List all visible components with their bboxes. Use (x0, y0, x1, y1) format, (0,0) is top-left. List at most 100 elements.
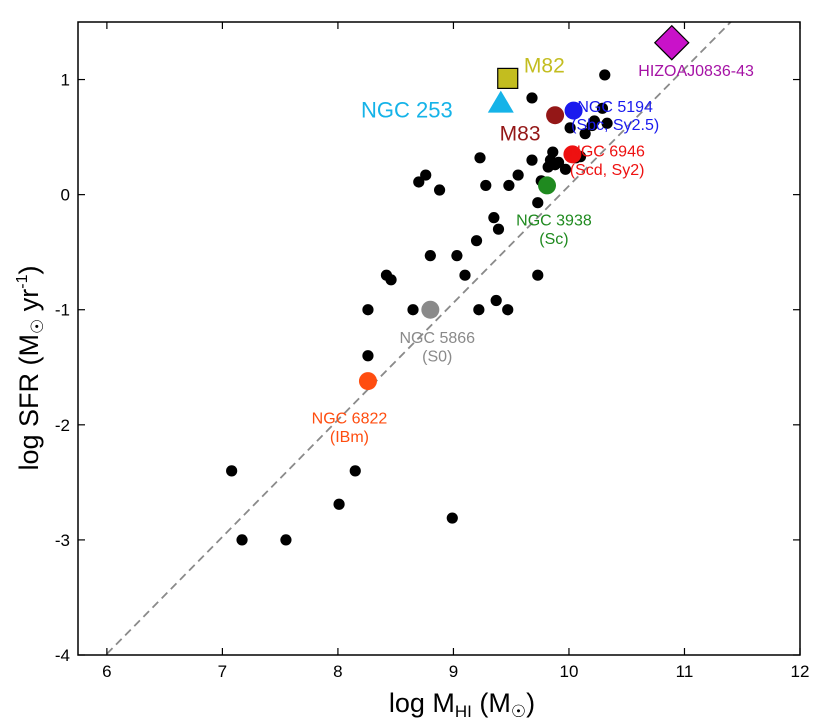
y-axis-title-close: ) (14, 265, 44, 274)
data-point (236, 534, 248, 546)
annotation-ngc-253: NGC 253 (361, 98, 453, 123)
marker-hizoaj0836-43 (653, 24, 690, 61)
x-tick-label: 11 (676, 662, 694, 681)
annotation-line: (Sbc, Sy2.5) (571, 117, 659, 134)
plot-area-frame (77, 21, 801, 656)
marker-ngc-3938 (538, 176, 557, 195)
annotation-line: NGC 6822 (312, 411, 388, 428)
data-point (559, 163, 572, 175)
data-point (413, 176, 425, 188)
data-point (601, 117, 613, 129)
y-tick-label: -4 (55, 646, 70, 665)
y-tick-label: -2 (55, 416, 70, 435)
annotation-line: NGC 6946 (569, 144, 645, 161)
data-point (532, 197, 544, 209)
annotations-layer: NGC 253 M82 M83 NGC 5194 (Sbc, Sy2.5) NGC 694… (312, 55, 754, 446)
data-point (280, 534, 292, 546)
annotation-line: NGC 3938 (516, 213, 592, 230)
annotation-line: M83 (500, 123, 541, 146)
data-point (503, 179, 515, 192)
data-point (226, 465, 238, 477)
annotation-line: M82 (524, 55, 565, 78)
data-point (470, 235, 483, 247)
annotation-m83: M83 (500, 123, 541, 146)
data-point (385, 274, 397, 286)
y-tick-label: 1 (61, 71, 70, 90)
data-point (512, 169, 524, 181)
data-point (502, 304, 514, 316)
y-axis-title-exponent: -1 (14, 274, 31, 288)
ticks-layer: 6 7 8 9 10 11 12 -4 -3 -2 -1 0 1 (55, 22, 810, 681)
annotation-line: (Scd, Sy2) (570, 162, 645, 179)
x-tick-label: 7 (218, 662, 227, 681)
y-axis-title-main: log SFR (M (14, 334, 44, 471)
data-point (480, 179, 492, 192)
marker-ngc-6946 (563, 145, 582, 164)
fit-line-layer (106, 22, 732, 655)
marker-m82 (497, 67, 519, 89)
data-point (588, 115, 600, 127)
annotation-ngc-6822: NGC 6822 (IBm) (312, 411, 388, 446)
data-point (362, 350, 374, 362)
annotation-line: HIZOAJ0836-43 (638, 63, 754, 80)
data-point (433, 184, 446, 196)
data-point (451, 250, 463, 262)
annotation-line: NGC 5866 (399, 330, 475, 347)
data-point (564, 122, 576, 134)
y-tick-label: -1 (55, 301, 70, 320)
data-point (547, 146, 559, 158)
data-point (446, 512, 458, 524)
y-tick-label: -3 (55, 531, 70, 550)
data-point (599, 69, 611, 81)
data-point (333, 498, 345, 510)
data-point (459, 269, 471, 281)
annotation-line: (IBm) (330, 429, 369, 446)
data-point (490, 294, 502, 307)
x-tick-label: 6 (102, 662, 111, 681)
x-tick-label: 8 (333, 662, 342, 681)
highlighted-galaxies-layer (358, 24, 690, 391)
x-axis-sun-symbol: ☉ (511, 702, 526, 721)
annotation-line: (S0) (422, 349, 452, 366)
x-axis-title-subscript: HI (455, 702, 472, 721)
x-tick-label: 9 (449, 662, 458, 681)
y-axis-title: log SFR (M☉ yr-1) (14, 265, 47, 470)
annotation-line: NGC 253 (361, 98, 453, 123)
annotation-ngc-3938: NGC 3938 (Sc) (516, 213, 592, 248)
data-point (526, 92, 538, 104)
fit-line (106, 22, 732, 655)
annotation-hizoaj0836-43: HIZOAJ0836-43 (638, 63, 754, 80)
y-axis-sun-symbol: ☉ (28, 319, 47, 334)
annotation-ngc-6946: NGC 6946 (Scd, Sy2) (569, 144, 645, 179)
x-tick-label: 10 (559, 662, 578, 681)
data-point (407, 304, 419, 316)
data-point (362, 304, 374, 316)
x-tick-label: 12 (791, 662, 810, 681)
data-point (596, 102, 609, 114)
data-point (488, 212, 500, 224)
x-axis-title-close: ) (526, 688, 535, 718)
data-point (526, 154, 538, 166)
annotation-ngc-5194: NGC 5194 (Sbc, Sy2.5) (571, 99, 659, 134)
y-tick-label: 0 (61, 186, 70, 205)
data-point (579, 128, 591, 140)
marker-ngc-5194 (564, 101, 583, 120)
data-point (349, 465, 361, 477)
marker-ngc-6822 (358, 372, 377, 391)
annotation-line: NGC 5194 (577, 99, 653, 116)
data-point (473, 304, 485, 316)
y-axis-title-yr: yr (14, 289, 44, 319)
x-axis-title: log MHI (M☉) (389, 688, 535, 721)
data-point (420, 169, 432, 181)
x-axis-title-main: log M (389, 688, 455, 718)
marker-ngc-253 (487, 90, 514, 113)
data-point (474, 152, 486, 164)
marker-ngc-5866 (421, 300, 440, 319)
data-point (424, 250, 436, 262)
x-axis-title-paren: (M (472, 688, 511, 718)
data-point (532, 269, 544, 281)
marker-m83 (546, 106, 565, 125)
annotation-line: (Sc) (539, 231, 568, 248)
